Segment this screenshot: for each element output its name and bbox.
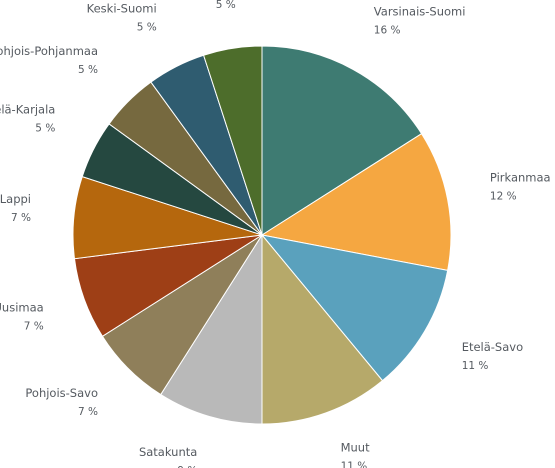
slice-label-etela-karjala: Etelä-Karjala: [0, 103, 55, 117]
slice-value-pohjois-pohjanmaa: 5 %: [78, 64, 98, 76]
slice-value-pirkanmaa: 12 %: [490, 191, 517, 203]
pie-slice-satakunta: [160, 233, 263, 425]
slice-label-varsinais-suomi: Varsinais-Suomi: [374, 5, 466, 19]
slice-value-varsinais-suomi: 16 %: [374, 25, 401, 37]
slice-label-pohjois-pohjanmaa: Pohjois-Pohjanmaa: [0, 44, 98, 58]
slice-label-lappi: Lappi: [0, 192, 31, 206]
pie-slices: [72, 45, 452, 425]
slice-value-etela-karjala: 5 %: [35, 123, 55, 135]
pie-slice-etela-savo: [260, 234, 449, 382]
slice-label-etela-savo: Etelä-Savo: [462, 340, 523, 354]
slice-value-satakunta: 9 %: [177, 465, 197, 468]
slice-value-lappi: 7 %: [11, 212, 31, 224]
slice-label-keski-suomi: Keski-Suomi: [87, 1, 157, 15]
slice-label-muut: Muut: [341, 440, 370, 454]
slice-value-muut: 11 %: [341, 460, 368, 468]
slice-value-keski-suomi: 5 %: [137, 21, 157, 33]
slice-value-uusimaa: 7 %: [24, 321, 44, 333]
slice-value-pohjois-karjala: 5 %: [216, 0, 236, 11]
pie-slice-muut: [261, 233, 384, 425]
pie-slice-pohjois-karjala: [202, 45, 263, 236]
slice-label-satakunta: Satakunta: [139, 445, 197, 459]
slice-value-etela-savo: 11 %: [462, 360, 489, 372]
slice-label-uusimaa: Uusimaa: [0, 301, 44, 315]
slice-label-pohjois-savo: Pohjois-Savo: [25, 386, 98, 400]
slice-value-pohjois-savo: 7 %: [78, 406, 98, 418]
pie-slice-pirkanmaa: [260, 133, 452, 272]
slice-label-pirkanmaa: Pirkanmaa: [490, 171, 551, 185]
pie-slice-varsinais-suomi: [261, 45, 423, 236]
